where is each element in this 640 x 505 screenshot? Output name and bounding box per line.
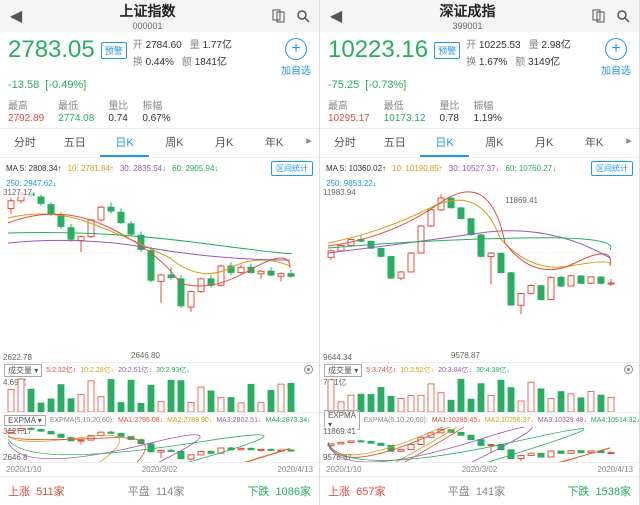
breadth-item: 上涨 511家 (8, 483, 65, 499)
alert-badge[interactable]: 预警 (101, 42, 127, 59)
header: ◀ 上证指数000001 (0, 0, 319, 32)
tab-分时[interactable]: 分时 (0, 129, 50, 157)
alert-badge[interactable]: 预警 (434, 42, 460, 59)
breadth-item: 下跌 1086家 (247, 483, 311, 499)
breadth-footer: 上涨 657家 平盘 141家 下跌 1538家 (320, 476, 639, 505)
search-icon[interactable] (615, 8, 631, 24)
breadth-footer: 上涨 511家 平盘 114家 下跌 1086家 (0, 476, 319, 505)
chart-lo: 9644.34 (322, 353, 353, 362)
range-stats-button[interactable]: 区间统计 (271, 161, 313, 176)
quote-row: 10223.16 预警 开 10225.53量 2.98亿 换 1.67%额 3… (320, 32, 639, 79)
tab-more[interactable]: ▸ (299, 129, 319, 157)
add-button[interactable]: + (285, 38, 307, 60)
vol-tag[interactable]: 成交量 ▾ (324, 364, 362, 377)
volume-chart[interactable]: 成交量 ▾ 5:3.74亿↓10:3.52亿↓20:3.84亿↓30:4.38亿… (320, 362, 639, 412)
chart-mid: 9578.87 (450, 351, 481, 360)
change: -75.25 [-0.73%] (320, 79, 639, 95)
expma-chart[interactable]: EXPMA ▾ EXPMA(5,10,20,60): MA1:10285.45↓… (320, 412, 639, 462)
code: 399001 (344, 21, 591, 31)
change: -13.58 [-0.49%] (0, 79, 319, 95)
breadth-item: 下跌 1538家 (567, 483, 631, 499)
price: 2783.05 (8, 36, 95, 64)
period-tabs: 分时五日日K周K月K年K ▸ (0, 129, 319, 158)
tab-more[interactable]: ▸ (619, 129, 639, 157)
period-tabs: 分时五日日K周K月K年K ▸ (320, 129, 639, 158)
chart-hi: 11983.94 (322, 188, 357, 197)
tab-周K[interactable]: 周K (149, 129, 199, 157)
tab-年K[interactable]: 年K (569, 129, 619, 157)
add-label: 加自选 (601, 62, 631, 77)
breadth-item: 平盘 114家 (128, 483, 185, 499)
expma-chart[interactable]: EXPMA ▾ EXPMA(5,10,20,60): MA1:2795.08↓M… (0, 412, 319, 462)
chart-mid: 2646.80 (130, 351, 161, 360)
title: 深证成指 (344, 1, 591, 21)
title: 上证指数 (24, 1, 271, 21)
tab-日K[interactable]: 日K (420, 129, 470, 157)
gear-icon[interactable] (623, 364, 635, 376)
expma-tag[interactable]: EXPMA ▾ (4, 415, 46, 426)
range-stats-button[interactable]: 区间统计 (591, 161, 633, 176)
date-axis: 2020/1/102020/3/022020/4/13 (0, 462, 319, 476)
ma-legend: MA 5: 2808.34↑10: 2781.84↑30: 2835.54↓60… (0, 158, 319, 179)
vol-tag[interactable]: 成交量 ▾ (4, 364, 42, 377)
stats-row: 最高2792.89最低2774.08量比0.74振幅0.67% (0, 95, 319, 129)
window-icon[interactable] (591, 8, 607, 24)
main-chart[interactable]: 3127.17 2622.78 2646.80 (0, 188, 319, 362)
price: 10223.16 (328, 36, 428, 64)
quote-row: 2783.05 预警 开 2784.60量 1.77亿 换 0.44%额 184… (0, 32, 319, 79)
date-axis: 2020/1/102020/3/022020/4/13 (320, 462, 639, 476)
stats-row: 最高10295.17最低10173.12量比0.78振幅1.19% (320, 95, 639, 129)
tab-五日[interactable]: 五日 (50, 129, 100, 157)
breadth-item: 平盘 141家 (448, 483, 505, 499)
back-icon[interactable]: ◀ (328, 8, 344, 24)
tab-周K[interactable]: 周K (469, 129, 519, 157)
gear-icon[interactable] (303, 364, 315, 376)
header: ◀ 深证成指399001 (320, 0, 639, 32)
chart-hi: 3127.17 (2, 188, 33, 197)
code: 000001 (24, 21, 271, 31)
main-chart[interactable]: 11983.94 9644.34 11869.41 9578.87 (320, 188, 639, 362)
tab-年K[interactable]: 年K (249, 129, 299, 157)
add-label: 加自选 (281, 62, 311, 77)
add-button[interactable]: + (605, 38, 627, 60)
tab-五日[interactable]: 五日 (370, 129, 420, 157)
volume-chart[interactable]: 成交量 ▾ 5:2.32亿↓10:2.26亿↓20:2.51亿↓30:2.93亿… (0, 362, 319, 412)
back-icon[interactable]: ◀ (8, 8, 24, 24)
window-icon[interactable] (271, 8, 287, 24)
chart-mid2: 11869.41 (504, 196, 539, 205)
chart-lo: 2622.78 (2, 353, 33, 362)
tab-月K[interactable]: 月K (199, 129, 249, 157)
tab-分时[interactable]: 分时 (320, 129, 370, 157)
breadth-item: 上涨 657家 (328, 483, 385, 499)
tab-日K[interactable]: 日K (100, 129, 150, 157)
search-icon[interactable] (295, 8, 311, 24)
tab-月K[interactable]: 月K (519, 129, 569, 157)
ma-legend: MA 5: 10360.02↑10: 10190.85↑30: 10527.37… (320, 158, 639, 179)
